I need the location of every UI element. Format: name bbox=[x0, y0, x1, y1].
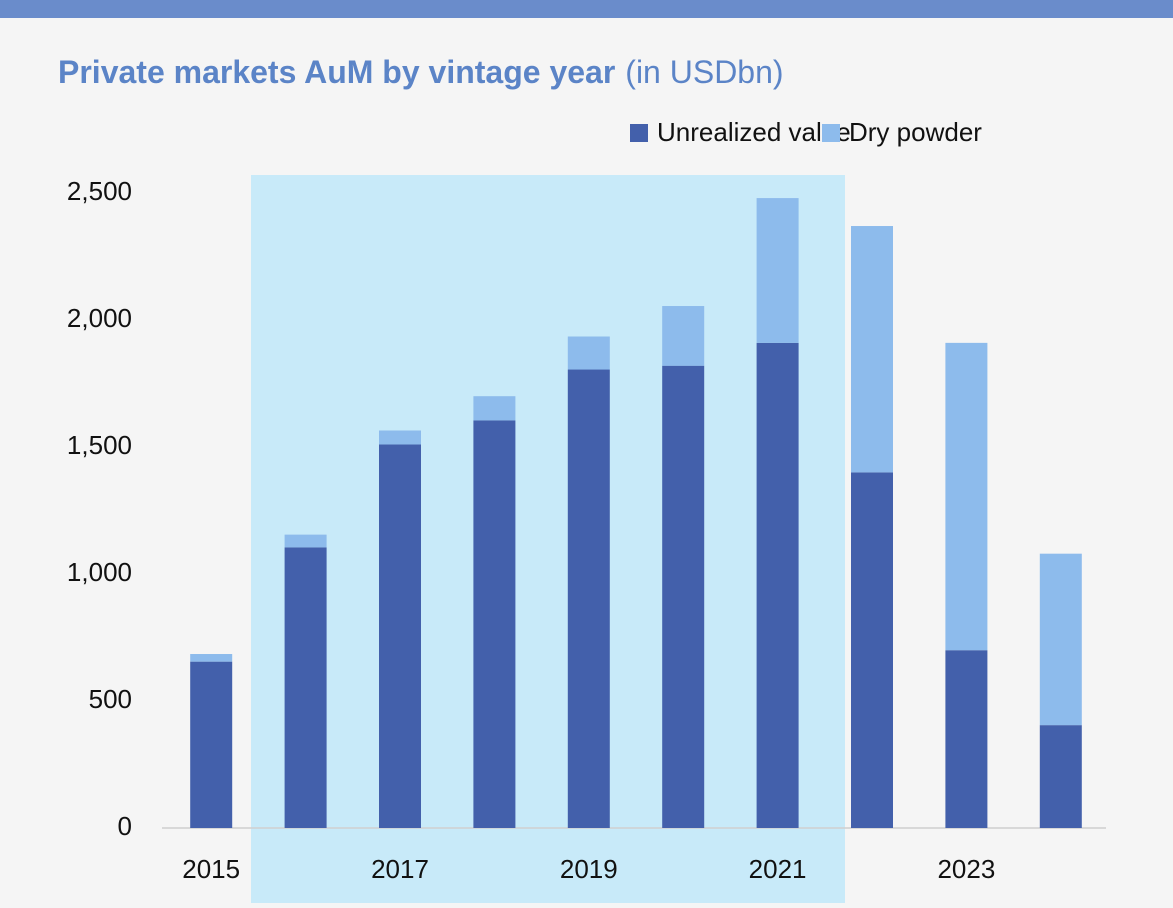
y-tick-label: 1,000 bbox=[67, 557, 132, 587]
bar-segment bbox=[851, 472, 893, 828]
bar-segment bbox=[473, 420, 516, 828]
bar-segment bbox=[662, 365, 705, 828]
chart-title: Private markets AuM by vintage year bbox=[58, 54, 615, 90]
bar-segment bbox=[190, 654, 233, 662]
y-tick-label: 500 bbox=[89, 684, 132, 714]
bar-segment bbox=[1039, 725, 1082, 828]
legend-swatch bbox=[822, 124, 840, 142]
x-tick-label: 2019 bbox=[560, 854, 618, 884]
highlight-region bbox=[251, 175, 845, 903]
y-tick-label: 0 bbox=[118, 811, 132, 841]
x-tick-label: 2023 bbox=[937, 854, 995, 884]
bar-segment bbox=[284, 547, 327, 828]
bar-segment bbox=[567, 369, 610, 828]
bar-segment bbox=[756, 342, 799, 828]
bar-segment bbox=[190, 661, 233, 828]
bar-segment bbox=[284, 534, 327, 548]
legend-label: Dry powder bbox=[849, 117, 982, 147]
legend-label: Unrealized value bbox=[657, 117, 851, 147]
bar-segment bbox=[662, 306, 705, 366]
chart-subtitle: (in USDbn) bbox=[625, 54, 783, 90]
bar-segment bbox=[945, 650, 988, 828]
bar-segment bbox=[379, 444, 421, 828]
bar-segment bbox=[567, 336, 610, 370]
bar-segment bbox=[945, 342, 988, 651]
x-tick-label: 2017 bbox=[371, 854, 429, 884]
bar-segment bbox=[473, 396, 516, 421]
y-tick-label: 2,500 bbox=[67, 176, 132, 206]
chart-title-group: Private markets AuM by vintage year (in U… bbox=[58, 54, 784, 90]
bar-segment bbox=[1039, 553, 1082, 726]
y-tick-label: 2,000 bbox=[67, 303, 132, 333]
bar-segment bbox=[851, 226, 893, 473]
x-tick-label: 2015 bbox=[182, 854, 240, 884]
x-tick-label: 2021 bbox=[749, 854, 807, 884]
y-tick-label: 1,500 bbox=[67, 430, 132, 460]
bar-segment bbox=[379, 430, 421, 445]
bar-segment bbox=[756, 198, 799, 343]
legend-swatch bbox=[630, 124, 648, 142]
top-band bbox=[0, 0, 1173, 18]
